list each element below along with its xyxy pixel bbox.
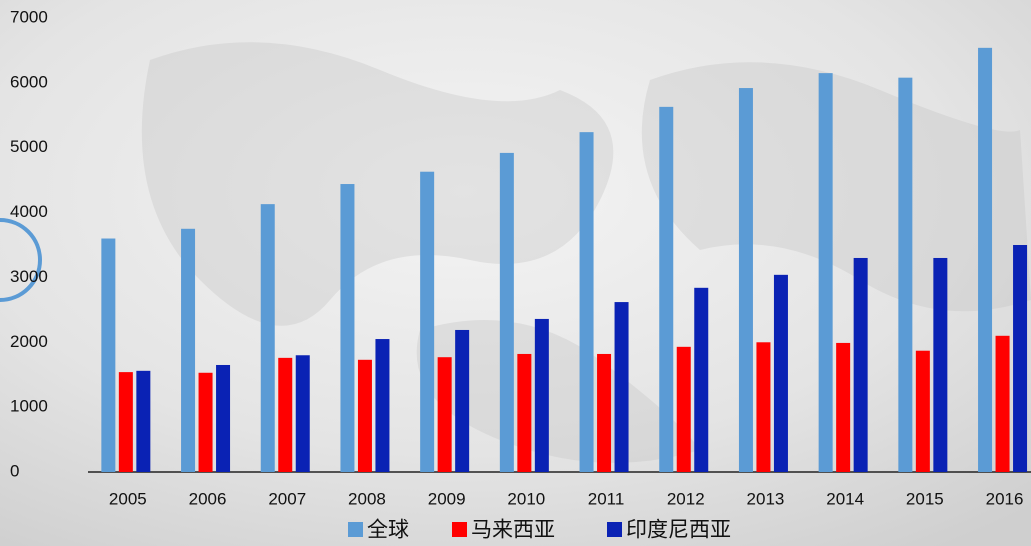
bar [118, 372, 133, 472]
bar [853, 257, 868, 472]
y-tick-label: 4000 [10, 202, 48, 221]
legend-label: 全球 [367, 519, 409, 542]
x-tick-label: 2006 [189, 489, 227, 508]
x-tick-label: 2012 [667, 489, 705, 508]
bar [534, 318, 549, 472]
bar [676, 346, 691, 472]
bar [295, 355, 310, 472]
bar [198, 372, 213, 472]
bar [278, 357, 293, 472]
bar [101, 238, 116, 472]
x-tick-label: 2014 [826, 489, 864, 508]
bar [756, 342, 771, 472]
legend: 全球 马来西亚 印度尼西亚 [348, 519, 731, 542]
legend-swatch [607, 522, 622, 537]
bar [1013, 245, 1028, 472]
bar [375, 339, 390, 472]
bar [898, 77, 913, 472]
x-tick-label: 2005 [109, 489, 147, 508]
bar [818, 73, 833, 472]
x-tick-label: 2009 [428, 489, 466, 508]
x-tick-label: 2016 [986, 489, 1024, 508]
bar [437, 357, 452, 472]
y-tick-label: 1000 [10, 397, 48, 416]
legend-swatch [348, 522, 363, 537]
bar [738, 88, 753, 472]
x-tick-label: 2011 [588, 489, 625, 508]
bar [836, 342, 851, 472]
legend-label: 印度尼西亚 [626, 519, 731, 542]
y-tick-label: 2000 [10, 332, 48, 351]
bar [136, 370, 151, 472]
bar [357, 359, 372, 472]
decoration-arc [0, 218, 42, 302]
y-tick-label: 5000 [10, 137, 48, 156]
y-tick-label: 3000 [10, 267, 48, 286]
bar [579, 132, 594, 473]
bar [614, 302, 629, 472]
x-tick-label: 2008 [348, 489, 386, 508]
bar [260, 204, 275, 472]
y-tick-label: 0 [10, 461, 19, 480]
bar [659, 106, 674, 473]
bar [499, 152, 514, 472]
bar [455, 329, 470, 472]
bar [915, 350, 930, 472]
x-tick-label: 2015 [906, 489, 944, 508]
legend-label: 马来西亚 [471, 519, 555, 542]
legend-swatch [452, 522, 467, 537]
bar [517, 353, 532, 472]
bar [978, 47, 993, 472]
bar [995, 335, 1010, 472]
bar [420, 171, 435, 472]
x-tick-label: 2013 [747, 489, 785, 508]
y-tick-label: 6000 [10, 72, 48, 91]
bar [181, 228, 196, 472]
bar [340, 184, 355, 472]
x-tick-label: 2010 [507, 489, 545, 508]
bar [216, 364, 231, 472]
bar [773, 274, 788, 472]
bar [694, 287, 709, 472]
bar [933, 257, 948, 472]
x-tick-label: 2007 [268, 489, 306, 508]
bar [597, 353, 612, 472]
y-tick-label: 7000 [10, 7, 48, 26]
